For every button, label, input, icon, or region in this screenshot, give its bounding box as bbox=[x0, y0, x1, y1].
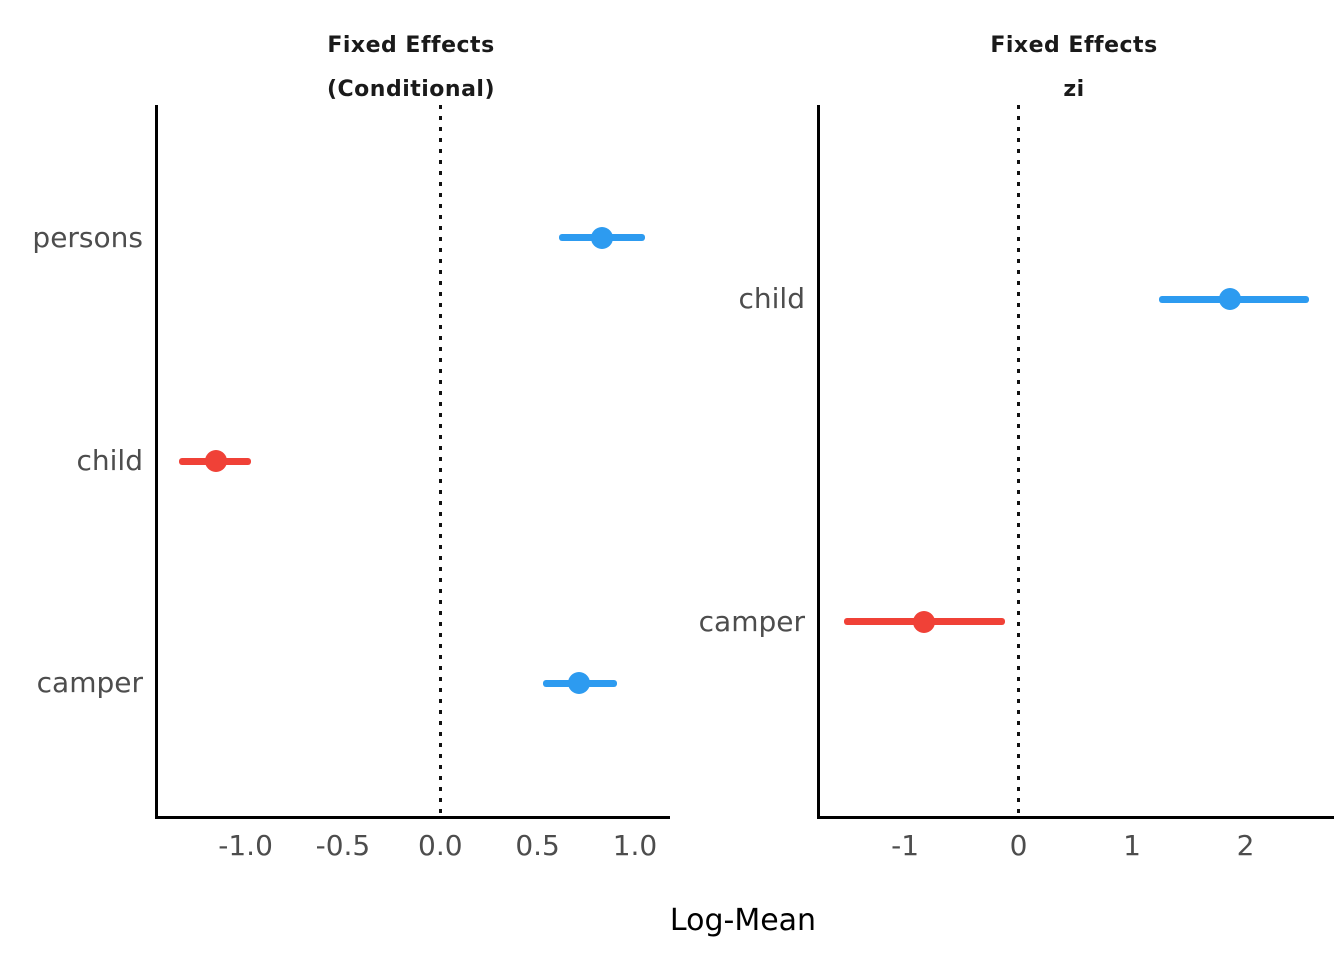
zero-reference-line bbox=[438, 105, 442, 816]
panel-title-line: Fixed Effects bbox=[327, 33, 495, 58]
x-tick-label: 0.0 bbox=[418, 829, 463, 862]
panel-title-conditional: Fixed Effects (Conditional) bbox=[155, 24, 667, 112]
x-tick-label: -0.5 bbox=[315, 829, 371, 862]
panel-title-line: (Conditional) bbox=[326, 77, 496, 102]
x-tick-label: 1 bbox=[1123, 829, 1141, 862]
x-tick-label: 2 bbox=[1236, 829, 1255, 862]
point-estimate bbox=[913, 610, 936, 633]
x-tick-label: -1.0 bbox=[218, 829, 273, 862]
x-tick-label: 0.5 bbox=[515, 829, 560, 862]
y-axis-category-label: child bbox=[76, 444, 143, 478]
zero-reference-line bbox=[1017, 105, 1021, 816]
y-axis-category-label: camper bbox=[698, 604, 805, 638]
x-tick-label: -1 bbox=[891, 829, 920, 862]
point-estimate bbox=[590, 226, 613, 249]
x-tick-label: 1.0 bbox=[612, 829, 658, 862]
x-tick-label: 0 bbox=[1009, 829, 1028, 862]
y-axis-category-label: camper bbox=[36, 666, 143, 700]
point-estimate bbox=[205, 450, 228, 473]
y-axis-category-label: persons bbox=[32, 220, 143, 254]
y-axis-category-label: child bbox=[738, 282, 805, 316]
point-estimate bbox=[1218, 288, 1241, 311]
point-estimate bbox=[567, 672, 590, 695]
forest-panel: -1.0 -0.5 0.0 0.5 1.0 persons child camper bbox=[32, 105, 670, 862]
forest-panel: -1 0 1 2 child camper bbox=[699, 105, 1334, 862]
panel-title-line: zi bbox=[1063, 77, 1085, 102]
x-axis-title: Log-Mean bbox=[669, 903, 817, 938]
panel-title-zi: Fixed Effects zi bbox=[817, 24, 1331, 112]
panel-title-line: Fixed Effects bbox=[990, 33, 1158, 58]
